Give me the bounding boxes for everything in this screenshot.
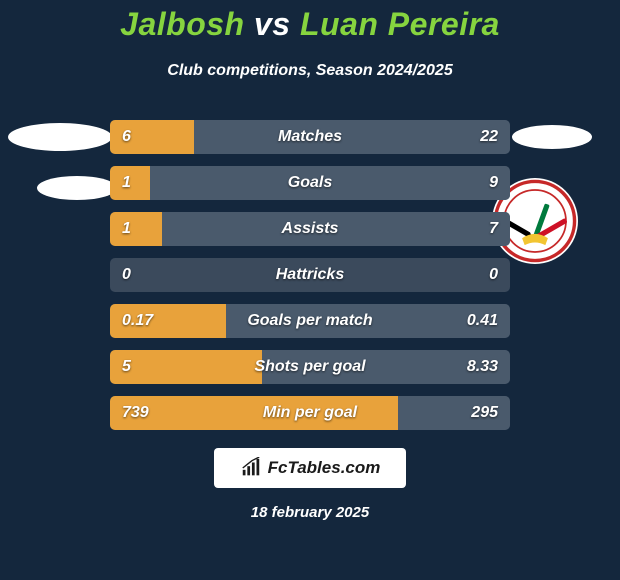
stat-label: Assists (110, 212, 510, 246)
watermark: FcTables.com (214, 448, 406, 488)
stat-row: 58.33Shots per goal (110, 350, 510, 384)
player2-name: Luan Pereira (300, 6, 500, 42)
stat-row: 739295Min per goal (110, 396, 510, 430)
stat-label: Goals (110, 166, 510, 200)
stat-row: 19Goals (110, 166, 510, 200)
right-crest-placeholder (512, 125, 592, 149)
stat-row: 622Matches (110, 120, 510, 154)
stat-row: 0.170.41Goals per match (110, 304, 510, 338)
left-crest-placeholder-1 (8, 123, 112, 151)
stat-label: Min per goal (110, 396, 510, 430)
stat-bars: 622Matches 19Goals 17Assists 00Hattricks 0.1… (110, 120, 510, 442)
vs-separator: vs (254, 6, 291, 42)
stat-label: Shots per goal (110, 350, 510, 384)
subtitle: Club competitions, Season 2024/2025 (0, 62, 620, 80)
stat-label: Matches (110, 120, 510, 154)
watermark-text: FcTables.com (268, 458, 381, 478)
date-caption: 18 february 2025 (0, 504, 620, 521)
player1-name: Jalbosh (120, 6, 244, 42)
page-title: Jalbosh vs Luan Pereira (0, 6, 620, 43)
stat-label: Goals per match (110, 304, 510, 338)
stat-label: Hattricks (110, 258, 510, 292)
comparison-infographic: Jalbosh vs Luan Pereira Club competition… (0, 0, 620, 580)
left-crest-placeholder-2 (37, 176, 117, 200)
stat-row: 17Assists (110, 212, 510, 246)
stat-row: 00Hattricks (110, 258, 510, 292)
chart-icon (240, 457, 262, 479)
